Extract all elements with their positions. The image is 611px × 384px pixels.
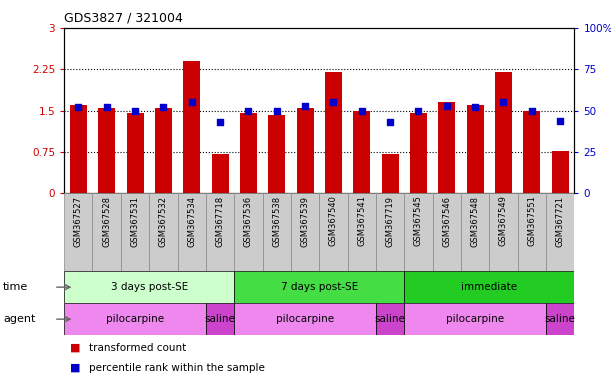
Text: GSM367548: GSM367548 [470, 195, 480, 247]
Point [73, 104, 83, 111]
Bar [64, 193, 92, 271]
Point [300, 103, 310, 109]
Bar [263, 193, 291, 271]
Text: GDS3827 / 321004: GDS3827 / 321004 [64, 11, 183, 24]
Text: GSM367546: GSM367546 [442, 195, 452, 247]
Bar [433, 193, 461, 271]
Point [244, 108, 254, 114]
Text: GSM367531: GSM367531 [131, 195, 139, 247]
Bar [319, 193, 348, 271]
Point [130, 108, 140, 114]
Bar [234, 271, 404, 303]
Text: GSM367532: GSM367532 [159, 195, 168, 247]
Bar [410, 113, 427, 193]
Bar [70, 105, 87, 193]
Bar [382, 154, 398, 193]
Bar [291, 193, 319, 271]
Point [272, 108, 282, 114]
Point [357, 108, 367, 114]
Bar [296, 108, 313, 193]
Bar [495, 72, 512, 193]
Text: GSM367534: GSM367534 [187, 195, 196, 247]
Point [499, 99, 508, 106]
Bar [353, 111, 370, 193]
Text: pilocarpine: pilocarpine [446, 314, 504, 324]
Bar [121, 193, 149, 271]
Bar [149, 193, 178, 271]
Text: ■: ■ [70, 362, 81, 372]
Text: 3 days post-SE: 3 days post-SE [111, 282, 188, 292]
Text: GSM367549: GSM367549 [499, 195, 508, 247]
Text: GSM367541: GSM367541 [357, 195, 366, 247]
Point [187, 99, 197, 106]
Text: saline: saline [375, 314, 406, 324]
Text: saline: saline [205, 314, 235, 324]
Bar [155, 108, 172, 193]
Bar [461, 193, 489, 271]
Text: time: time [3, 282, 28, 292]
Bar [234, 303, 376, 335]
Text: transformed count: transformed count [89, 343, 186, 353]
Bar [376, 303, 404, 335]
Bar [546, 193, 574, 271]
Bar [523, 111, 540, 193]
Bar [183, 61, 200, 193]
Text: saline: saline [545, 314, 576, 324]
Bar [64, 303, 206, 335]
Bar [376, 193, 404, 271]
Text: GSM367539: GSM367539 [301, 195, 310, 247]
Text: ■: ■ [70, 343, 81, 353]
Bar [404, 303, 546, 335]
Text: GSM367718: GSM367718 [216, 195, 225, 247]
Bar [325, 72, 342, 193]
Text: immediate: immediate [461, 282, 518, 292]
Bar [240, 113, 257, 193]
Bar [178, 193, 206, 271]
Text: 7 days post-SE: 7 days post-SE [280, 282, 358, 292]
Text: GSM367528: GSM367528 [102, 195, 111, 247]
Bar [206, 303, 234, 335]
Bar [234, 193, 263, 271]
Bar [268, 115, 285, 193]
Bar [206, 193, 234, 271]
Bar [518, 193, 546, 271]
Point [158, 104, 168, 111]
Text: pilocarpine: pilocarpine [276, 314, 334, 324]
Text: GSM367719: GSM367719 [386, 195, 395, 247]
Bar [489, 193, 518, 271]
Bar [438, 103, 455, 193]
Point [555, 118, 565, 124]
Point [442, 103, 452, 109]
Text: GSM367538: GSM367538 [273, 195, 281, 247]
Bar [404, 271, 574, 303]
Point [102, 104, 112, 111]
Text: GSM367551: GSM367551 [527, 195, 536, 247]
Point [385, 119, 395, 125]
Point [215, 119, 225, 125]
Bar [126, 113, 144, 193]
Bar [64, 271, 234, 303]
Text: GSM367540: GSM367540 [329, 195, 338, 247]
Bar [348, 193, 376, 271]
Point [414, 108, 423, 114]
Text: pilocarpine: pilocarpine [106, 314, 164, 324]
Text: GSM367721: GSM367721 [555, 195, 565, 247]
Bar [546, 303, 574, 335]
Text: GSM367536: GSM367536 [244, 195, 253, 247]
Text: agent: agent [3, 314, 35, 324]
Bar [552, 151, 569, 193]
Bar [98, 108, 115, 193]
Bar [92, 193, 121, 271]
Point [470, 104, 480, 111]
Text: GSM367545: GSM367545 [414, 195, 423, 247]
Text: percentile rank within the sample: percentile rank within the sample [89, 362, 265, 372]
Bar [404, 193, 433, 271]
Point [329, 99, 338, 106]
Point [527, 108, 536, 114]
Bar [467, 105, 484, 193]
Text: GSM367527: GSM367527 [74, 195, 83, 247]
Bar [211, 154, 229, 193]
